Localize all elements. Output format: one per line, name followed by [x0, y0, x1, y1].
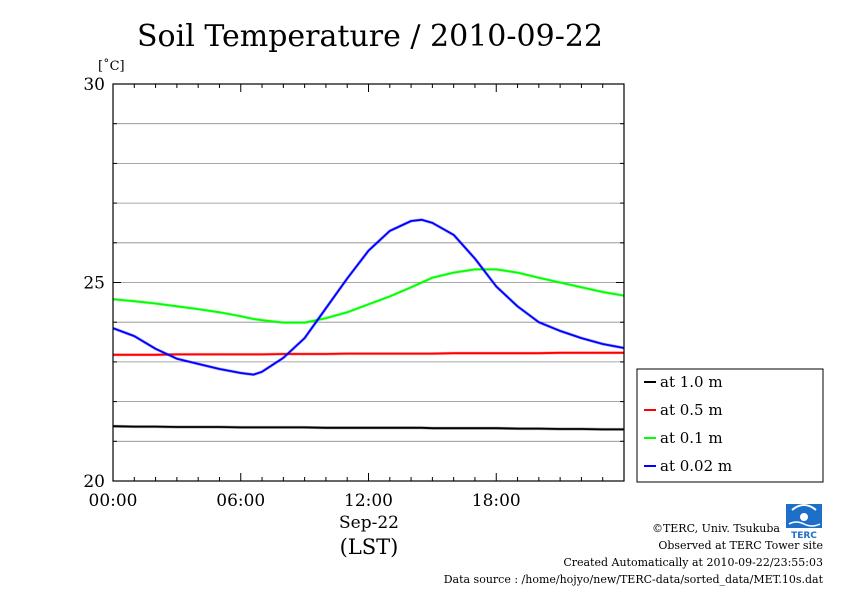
x-tick-labels: 00:00 06:00 12:00 18:00	[89, 491, 521, 511]
y-axis-unit-label: [˚C]	[98, 58, 125, 74]
logo-text: TERC	[791, 531, 817, 541]
series-lines	[112, 218, 625, 431]
x-axis-date-label: Sep-22	[339, 513, 399, 533]
legend-label: at 1.0 m	[660, 373, 723, 391]
series-line	[112, 425, 624, 431]
series-line	[112, 268, 625, 324]
series-line	[112, 218, 625, 376]
x-axis-title: (LST)	[340, 535, 399, 559]
legend-label: at 0.5 m	[660, 401, 723, 419]
legend-box	[636, 368, 824, 483]
legend-label: at 0.02 m	[660, 457, 732, 475]
droplet-icon	[800, 513, 808, 521]
x-tick-label: 12:00	[344, 491, 393, 511]
legend-item: at 0.1 m	[644, 429, 723, 447]
grid-lines	[113, 123, 624, 442]
y-tick-label: 20	[83, 472, 105, 492]
x-tick-label: 06:00	[216, 491, 265, 511]
legend-item: at 0.02 m	[644, 457, 732, 475]
series-line	[113, 351, 624, 356]
data-source-text: Data source : /home/hojyo/new/TERC-data/…	[444, 573, 824, 586]
observed-text: Observed at TERC Tower site	[658, 539, 823, 552]
legend: at 1.0 m at 0.5 m at 0.1 m at 0.02 m	[636, 368, 824, 483]
x-tick-label: 18:00	[472, 491, 521, 511]
y-tick-label: 30	[83, 75, 105, 95]
axis-ticks	[112, 83, 625, 482]
x-tick-label: 00:00	[89, 491, 138, 511]
legend-label: at 0.1 m	[660, 429, 723, 447]
legend-item: at 0.5 m	[644, 401, 723, 419]
y-tick-labels: 20 25 30	[83, 75, 105, 492]
copyright-text: ©TERC, Univ. Tsukuba	[652, 522, 780, 535]
y-tick-label: 25	[83, 274, 105, 294]
chart-title: Soil Temperature / 2010-09-22	[137, 19, 603, 54]
legend-item: at 1.0 m	[644, 373, 723, 391]
created-text: Created Automatically at 2010-09-22/23:5…	[563, 556, 823, 569]
series-line-halo	[112, 267, 625, 325]
terc-logo: TERC	[786, 504, 822, 541]
